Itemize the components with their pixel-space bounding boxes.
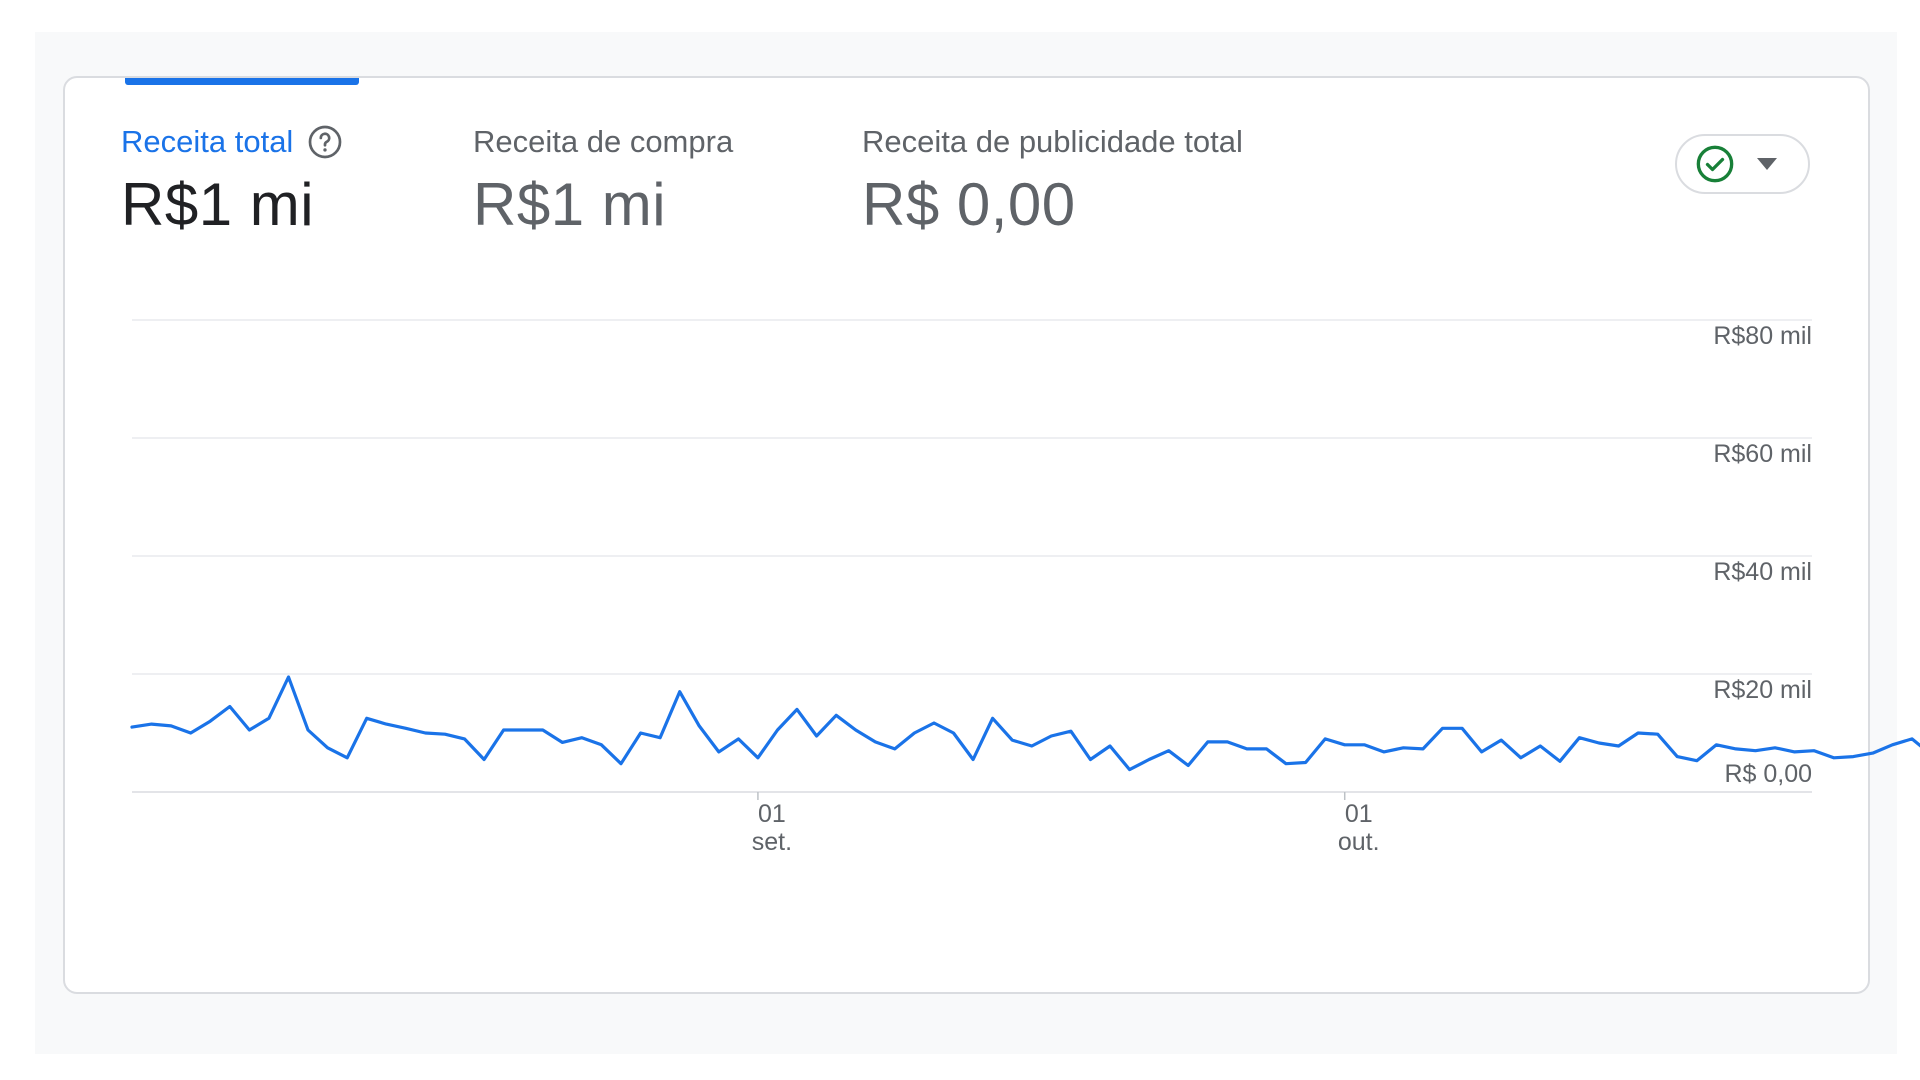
y-tick-label: R$60 mil — [1713, 440, 1812, 468]
comparison-dropdown-button[interactable] — [1675, 134, 1810, 194]
help-circle-icon[interactable] — [307, 124, 343, 160]
metric-tab-total-revenue[interactable]: Receita total R$1 mi — [121, 124, 343, 239]
metric-value-total-revenue: R$1 mi — [121, 171, 315, 238]
metric-label-total-revenue: Receita total — [121, 124, 343, 160]
y-tick-label: R$20 mil — [1713, 676, 1812, 704]
caret-down-icon — [1757, 158, 1777, 170]
metric-label-text: Receita total — [121, 124, 294, 159]
metric-label-ad-revenue: Receita de publicidade total — [862, 124, 1243, 159]
series-line — [130, 675, 1920, 772]
x-tick-day-label: 01 — [1345, 800, 1373, 828]
metric-value-purchase-revenue: R$1 mi — [473, 171, 667, 238]
y-tick-label: R$80 mil — [1713, 322, 1812, 350]
metric-tab-purchase-revenue[interactable]: Receita de compra R$1 mi — [473, 124, 733, 239]
metric-label-purchase-revenue: Receita de compra — [473, 124, 734, 159]
y-tick-label: R$ 0,00 — [1724, 760, 1812, 788]
revenue-card: Receita total R$1 mi Receita de compra R… — [63, 76, 1870, 994]
metric-value-ad-revenue: R$ 0,00 — [862, 171, 1076, 238]
x-tick-day-label: 01 — [758, 800, 786, 828]
check-circle-icon — [1696, 145, 1734, 183]
active-tab-indicator — [125, 78, 359, 85]
metric-tab-ad-revenue[interactable]: Receita de publicidade total R$ 0,00 — [862, 124, 1243, 239]
y-tick-label: R$40 mil — [1713, 558, 1812, 586]
x-tick-month-label: out. — [1338, 828, 1380, 856]
x-tick-month-label: set. — [752, 828, 792, 856]
